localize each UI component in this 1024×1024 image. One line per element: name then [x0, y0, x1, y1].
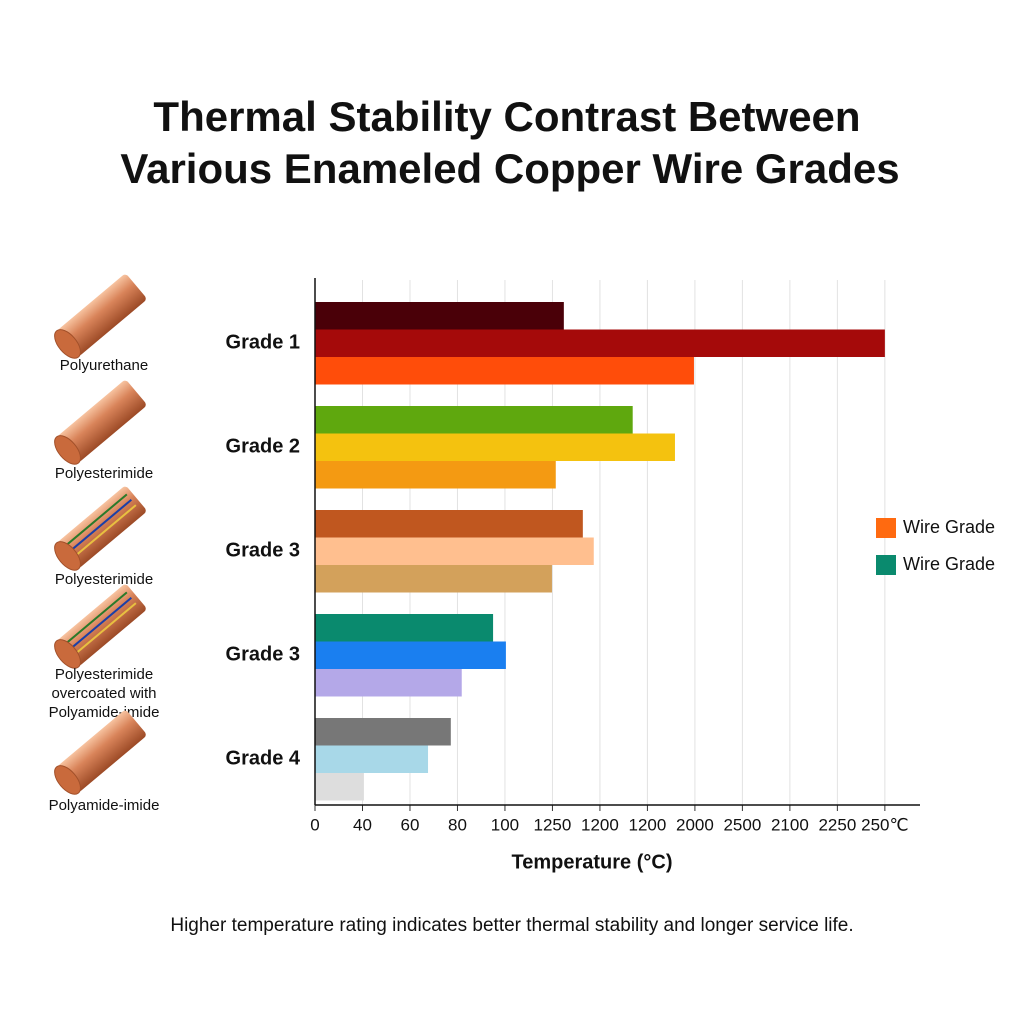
bar: [315, 669, 462, 697]
wire-end: [54, 541, 81, 571]
material-label: Polyamide-imide: [49, 704, 160, 721]
y-tick-label: Grade 3: [226, 644, 300, 666]
wire-strand: [73, 504, 137, 558]
legend-swatch: [876, 555, 896, 575]
x-tick-label: 2000: [676, 815, 714, 834]
wire-body: [58, 710, 146, 792]
x-tick-label: 80: [448, 815, 467, 834]
wire-icon: [54, 486, 146, 571]
wire-strand: [64, 591, 128, 645]
wire-end: [54, 765, 81, 795]
x-tick-label: 1250: [534, 815, 572, 834]
x-tick-label: 250℃: [861, 815, 908, 834]
bar: [315, 329, 885, 357]
chart-title: Various Enameled Copper Wire Grades: [120, 145, 899, 192]
bar: [315, 718, 451, 746]
x-tick-label: 1200: [581, 815, 619, 834]
wire-end: [54, 435, 81, 465]
y-tick-label: Grade 2: [226, 436, 300, 458]
wire-icon: [54, 584, 146, 669]
bar: [315, 745, 429, 773]
x-tick-label: 40: [353, 815, 372, 834]
material-label: Polyurethane: [60, 357, 148, 374]
bar: [315, 641, 506, 669]
wire-body: [58, 274, 146, 356]
legend-label: Wire Grade: [903, 554, 995, 574]
x-tick-label: 0: [310, 815, 319, 834]
y-tick-label: Grade 3: [226, 540, 300, 562]
x-tick-label: 2100: [771, 815, 809, 834]
bar: [315, 537, 594, 565]
material-label: Polyamide-imide: [49, 797, 160, 814]
wire-icon: [54, 380, 146, 465]
wire-strand: [69, 498, 132, 552]
wire-strand: [64, 493, 128, 547]
wire-strand: [73, 602, 137, 656]
wire-icon: [54, 274, 146, 359]
wire-body: [58, 380, 146, 462]
x-tick-label: 100: [491, 815, 519, 834]
y-tick-label: Grade 4: [226, 748, 301, 770]
legend-swatch: [876, 518, 896, 538]
bar: [315, 565, 552, 593]
bar: [315, 614, 494, 642]
chart-title: Thermal Stability Contrast Between: [153, 93, 860, 140]
x-tick-label: 2250: [818, 815, 856, 834]
material-label: Polyesterimide: [55, 666, 153, 683]
y-tick-label: Grade 1: [226, 332, 300, 354]
x-tick-label: 2500: [723, 815, 761, 834]
bar: [315, 510, 583, 538]
wire-strand: [69, 596, 132, 650]
x-tick-label: 60: [401, 815, 420, 834]
bar: [315, 302, 564, 330]
bar: [315, 773, 364, 801]
wire-end: [54, 329, 81, 359]
bar: [315, 433, 675, 461]
material-label: overcoated with: [51, 685, 156, 702]
bar: [315, 357, 694, 385]
x-tick-label: 1200: [629, 815, 667, 834]
x-axis-label: Temperature (°C): [512, 851, 673, 873]
bar: [315, 406, 633, 434]
footnote: Higher temperature rating indicates bett…: [170, 915, 853, 936]
wire-icon: [54, 710, 146, 795]
wire-end: [54, 639, 81, 669]
bar: [315, 461, 556, 489]
material-label: Polyesterimide: [55, 571, 153, 588]
legend-label: Wire Grade: [903, 517, 995, 537]
material-label: Polyesterimide: [55, 465, 153, 482]
